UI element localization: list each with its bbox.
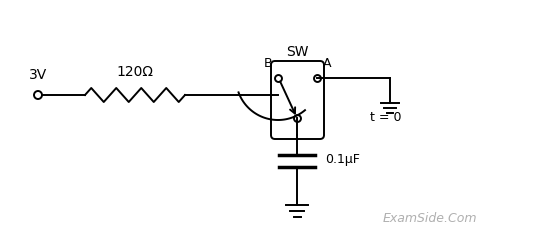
Text: SW: SW — [286, 45, 309, 59]
Text: 0.1μF: 0.1μF — [325, 154, 360, 167]
Text: A: A — [323, 56, 331, 69]
Text: 120Ω: 120Ω — [116, 65, 154, 79]
Text: B: B — [263, 56, 272, 69]
Text: t = 0: t = 0 — [370, 110, 401, 123]
Text: ExamSide.Com: ExamSide.Com — [382, 211, 477, 224]
Text: 3V: 3V — [29, 68, 47, 82]
